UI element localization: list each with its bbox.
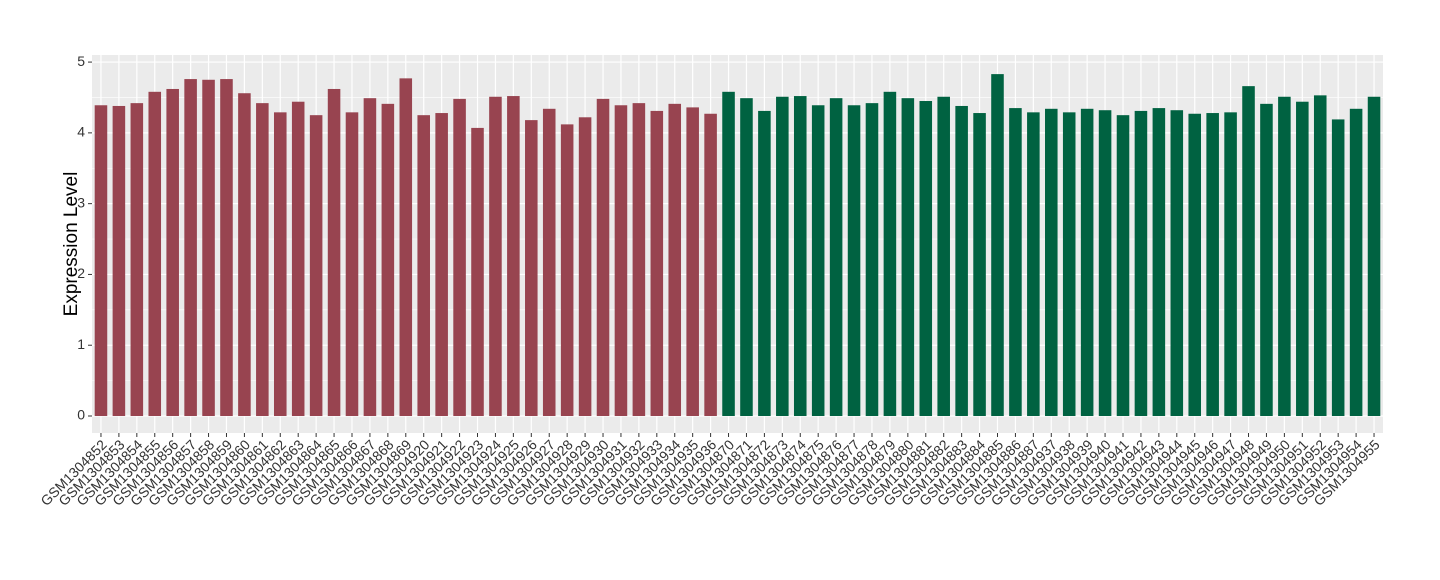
bar bbox=[1116, 115, 1130, 417]
bar bbox=[740, 98, 753, 417]
bar bbox=[327, 88, 341, 417]
bar bbox=[865, 103, 879, 417]
bar bbox=[345, 112, 359, 417]
bar bbox=[1224, 112, 1237, 417]
bar bbox=[453, 98, 466, 417]
y-tick-label: 0 bbox=[77, 407, 85, 423]
bar bbox=[758, 110, 771, 417]
bar bbox=[919, 101, 933, 417]
bar bbox=[417, 115, 430, 417]
panel bbox=[92, 55, 1383, 433]
y-axis-title: Expression Level bbox=[61, 172, 82, 317]
bar bbox=[829, 98, 843, 417]
bar bbox=[1296, 101, 1309, 417]
bar bbox=[1080, 108, 1094, 417]
bar bbox=[166, 88, 179, 417]
bar bbox=[1260, 103, 1273, 417]
bar bbox=[238, 93, 251, 417]
bar bbox=[184, 79, 197, 417]
bar bbox=[1331, 119, 1345, 417]
bar bbox=[1242, 86, 1255, 417]
y-tick-label: 4 bbox=[77, 124, 85, 140]
y-tick-label: 5 bbox=[77, 53, 85, 69]
bar bbox=[811, 105, 825, 417]
bar bbox=[1188, 113, 1202, 417]
bar bbox=[722, 91, 735, 417]
y-tick-label: 2 bbox=[77, 265, 85, 281]
bar bbox=[1170, 110, 1184, 417]
bar bbox=[1045, 108, 1058, 417]
bar bbox=[1152, 108, 1166, 417]
bar bbox=[632, 103, 646, 417]
bar bbox=[112, 105, 126, 417]
bar bbox=[650, 110, 664, 417]
bar bbox=[1009, 108, 1022, 417]
bar bbox=[901, 98, 915, 417]
bar bbox=[883, 91, 897, 417]
bar bbox=[776, 96, 789, 417]
bar bbox=[309, 115, 323, 417]
bar bbox=[399, 78, 413, 417]
bar bbox=[596, 98, 610, 417]
bar bbox=[489, 96, 502, 417]
bar bbox=[435, 113, 448, 417]
bar bbox=[471, 127, 484, 417]
bar bbox=[1313, 95, 1327, 417]
bar bbox=[542, 108, 556, 417]
bar bbox=[507, 96, 520, 417]
bar bbox=[1206, 113, 1219, 417]
bar bbox=[1098, 110, 1112, 417]
bar bbox=[847, 105, 861, 417]
bar bbox=[955, 105, 968, 417]
bar bbox=[363, 98, 377, 417]
y-tick-label: 3 bbox=[77, 194, 85, 210]
y-tick-label: 1 bbox=[77, 336, 85, 352]
bar bbox=[256, 103, 269, 417]
bar bbox=[1062, 112, 1076, 417]
bar bbox=[291, 101, 305, 417]
bar bbox=[578, 117, 592, 417]
bar bbox=[973, 113, 986, 417]
bar bbox=[668, 103, 682, 417]
bar bbox=[1027, 112, 1040, 417]
bar bbox=[614, 105, 628, 417]
bar bbox=[704, 113, 717, 417]
bar bbox=[220, 79, 233, 417]
bar bbox=[273, 112, 287, 417]
bar bbox=[937, 96, 950, 417]
bar bbox=[1367, 96, 1381, 417]
bar bbox=[202, 79, 215, 417]
bar bbox=[1134, 110, 1148, 417]
bar bbox=[381, 103, 395, 417]
bar bbox=[148, 91, 162, 417]
bar bbox=[1349, 108, 1363, 417]
bar bbox=[991, 74, 1004, 417]
bar bbox=[94, 105, 108, 417]
bar bbox=[560, 124, 574, 417]
bar bbox=[793, 96, 807, 417]
bar bbox=[686, 107, 699, 417]
bar bbox=[130, 103, 144, 417]
bar bbox=[525, 120, 538, 417]
bar bbox=[1278, 96, 1291, 417]
